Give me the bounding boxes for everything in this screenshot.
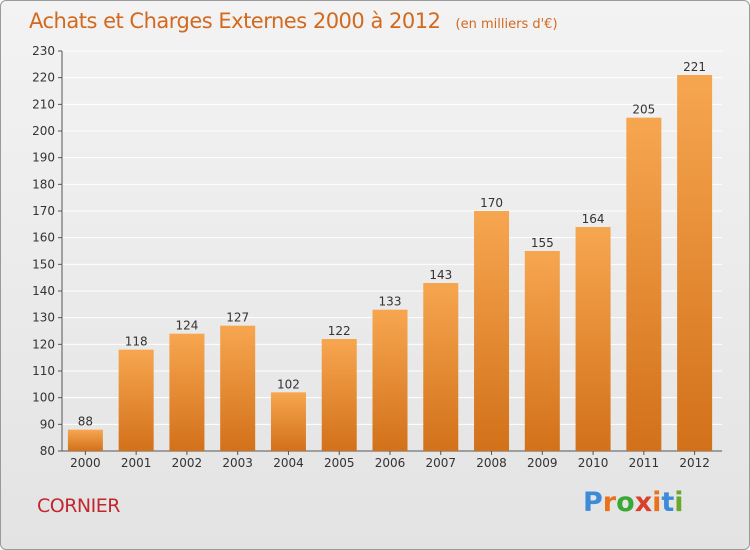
x-tick-label: 2009 bbox=[527, 456, 558, 470]
bar-2006 bbox=[372, 309, 408, 451]
commune-name: CORNIER bbox=[37, 495, 120, 517]
data-label-2005: 122 bbox=[328, 324, 351, 338]
data-label-2008: 170 bbox=[480, 196, 503, 210]
x-tick-label: 2004 bbox=[273, 456, 304, 470]
y-tick-label: 190 bbox=[32, 151, 55, 165]
y-tick-label: 170 bbox=[32, 204, 55, 218]
logo-letter: t bbox=[661, 487, 675, 518]
bars bbox=[67, 75, 713, 452]
data-label-2006: 133 bbox=[379, 295, 402, 309]
data-label-2007: 143 bbox=[429, 268, 452, 282]
bar-2003 bbox=[220, 325, 256, 451]
logo-letter: x bbox=[634, 487, 653, 518]
y-tick-label: 140 bbox=[32, 284, 55, 298]
bar-2010 bbox=[575, 227, 611, 451]
data-label-2001: 118 bbox=[125, 335, 148, 349]
bar-2009 bbox=[524, 251, 560, 451]
chart-title: Achats et Charges Externes 2000 à 2012 bbox=[29, 9, 441, 33]
data-labels: 88 118 124 127 102 122 133 143 170 155 164 205 221 bbox=[78, 60, 706, 429]
y-tick-label: 200 bbox=[32, 124, 55, 138]
y-tick-label: 180 bbox=[32, 177, 55, 191]
logo-letter: i bbox=[652, 487, 662, 518]
x-tick-label: 2005 bbox=[324, 456, 355, 470]
logo-letter: r bbox=[602, 487, 617, 518]
x-tick-label: 2010 bbox=[578, 456, 609, 470]
proxiti-logo[interactable]: Proxiti bbox=[583, 487, 684, 518]
bar-2000 bbox=[67, 429, 103, 451]
y-tick-label: 110 bbox=[32, 364, 55, 378]
logo-letter: P bbox=[583, 487, 603, 518]
data-label-2004: 102 bbox=[277, 377, 300, 391]
x-tick-label: 2008 bbox=[476, 456, 507, 470]
x-tick-label: 2011 bbox=[629, 456, 660, 470]
data-label-2010: 164 bbox=[582, 212, 605, 226]
bar-2008 bbox=[474, 211, 510, 451]
bar-2011 bbox=[626, 117, 662, 452]
y-tick-label: 130 bbox=[32, 311, 55, 325]
axes: 8090100110120130140150160170180190200210… bbox=[32, 44, 722, 470]
data-label-2002: 124 bbox=[175, 319, 198, 333]
bar-2002 bbox=[169, 333, 205, 451]
bar-2001 bbox=[118, 349, 154, 451]
bar-2004 bbox=[270, 392, 306, 451]
bar-2007 bbox=[423, 283, 459, 451]
data-label-2012: 221 bbox=[683, 60, 706, 74]
x-tick-label: 2002 bbox=[172, 456, 203, 470]
bar-2005 bbox=[321, 339, 357, 451]
y-tick-label: 230 bbox=[32, 44, 55, 58]
y-tick-label: 160 bbox=[32, 231, 55, 245]
x-tick-label: 2003 bbox=[222, 456, 253, 470]
x-tick-label: 2000 bbox=[70, 456, 101, 470]
bar-2012 bbox=[677, 75, 713, 451]
data-label-2011: 205 bbox=[632, 103, 655, 117]
y-tick-label: 90 bbox=[40, 417, 55, 431]
y-tick-label: 150 bbox=[32, 257, 55, 271]
y-tick-label: 80 bbox=[40, 444, 55, 458]
x-tick-label: 2006 bbox=[375, 456, 406, 470]
logo-letter: o bbox=[616, 487, 635, 518]
title-row: Achats et Charges Externes 2000 à 2012 (… bbox=[29, 9, 558, 33]
logo-letter: i bbox=[674, 487, 684, 518]
y-tick-label: 220 bbox=[32, 71, 55, 85]
y-tick-label: 210 bbox=[32, 97, 55, 111]
x-tick-label: 2007 bbox=[425, 456, 456, 470]
x-tick-label: 2001 bbox=[121, 456, 152, 470]
x-tick-label: 2012 bbox=[679, 456, 710, 470]
y-tick-label: 100 bbox=[32, 391, 55, 405]
y-tick-label: 120 bbox=[32, 337, 55, 351]
data-label-2003: 127 bbox=[226, 311, 249, 325]
data-label-2000: 88 bbox=[78, 415, 93, 429]
data-label-2009: 155 bbox=[531, 236, 554, 250]
chart-unit: (en milliers d'€) bbox=[455, 17, 558, 32]
